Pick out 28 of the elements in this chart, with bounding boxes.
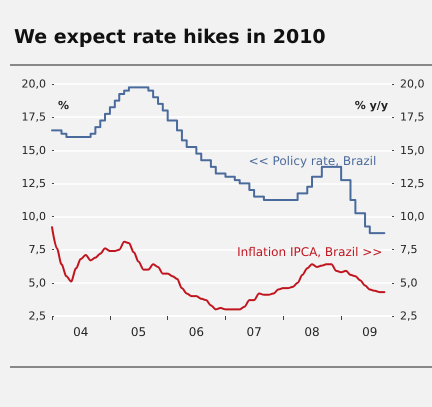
y2-axis-title: % y/y: [354, 99, 388, 112]
y2-tick-label: 10,0: [400, 210, 424, 224]
y-tick-label: 2,5: [28, 310, 46, 322]
y-tick-label: 7,5: [28, 243, 46, 256]
y2-tick-label: 7,5: [400, 243, 418, 256]
series-label: << Policy rate, Brazil: [248, 154, 376, 168]
y-axis-title: %: [58, 99, 70, 112]
x-tick-label: 04: [73, 325, 88, 339]
series-label: Inflation IPCA, Brazil >>: [237, 245, 382, 260]
y-tick-label: 5,0: [28, 276, 46, 290]
y-tick-label: 12,5: [22, 176, 46, 190]
chart-title: We expect rate hikes in 2010: [14, 26, 326, 48]
y2-tick-label: 5,0: [400, 276, 418, 290]
y2-tick-label: 20,0: [400, 78, 424, 90]
y2-tick-label: 17,5: [400, 110, 424, 124]
y-tick-label: 17,5: [22, 110, 46, 124]
y-tick-label: 20,0: [22, 78, 46, 90]
y2-tick-label: 15,0: [400, 144, 424, 157]
x-tick-label: 07: [246, 325, 262, 339]
x-tick-label: 09: [362, 325, 378, 339]
y2-tick-label: 2,5: [400, 310, 418, 322]
y-tick-label: 15,0: [22, 144, 46, 157]
line-series: [51, 226, 386, 310]
x-tick-label: 08: [304, 325, 320, 339]
y-tick-label: 10,0: [22, 210, 46, 224]
x-tick-label: 05: [130, 325, 146, 339]
y2-tick-label: 12,5: [400, 176, 424, 190]
x-tick-label: 06: [188, 325, 204, 339]
